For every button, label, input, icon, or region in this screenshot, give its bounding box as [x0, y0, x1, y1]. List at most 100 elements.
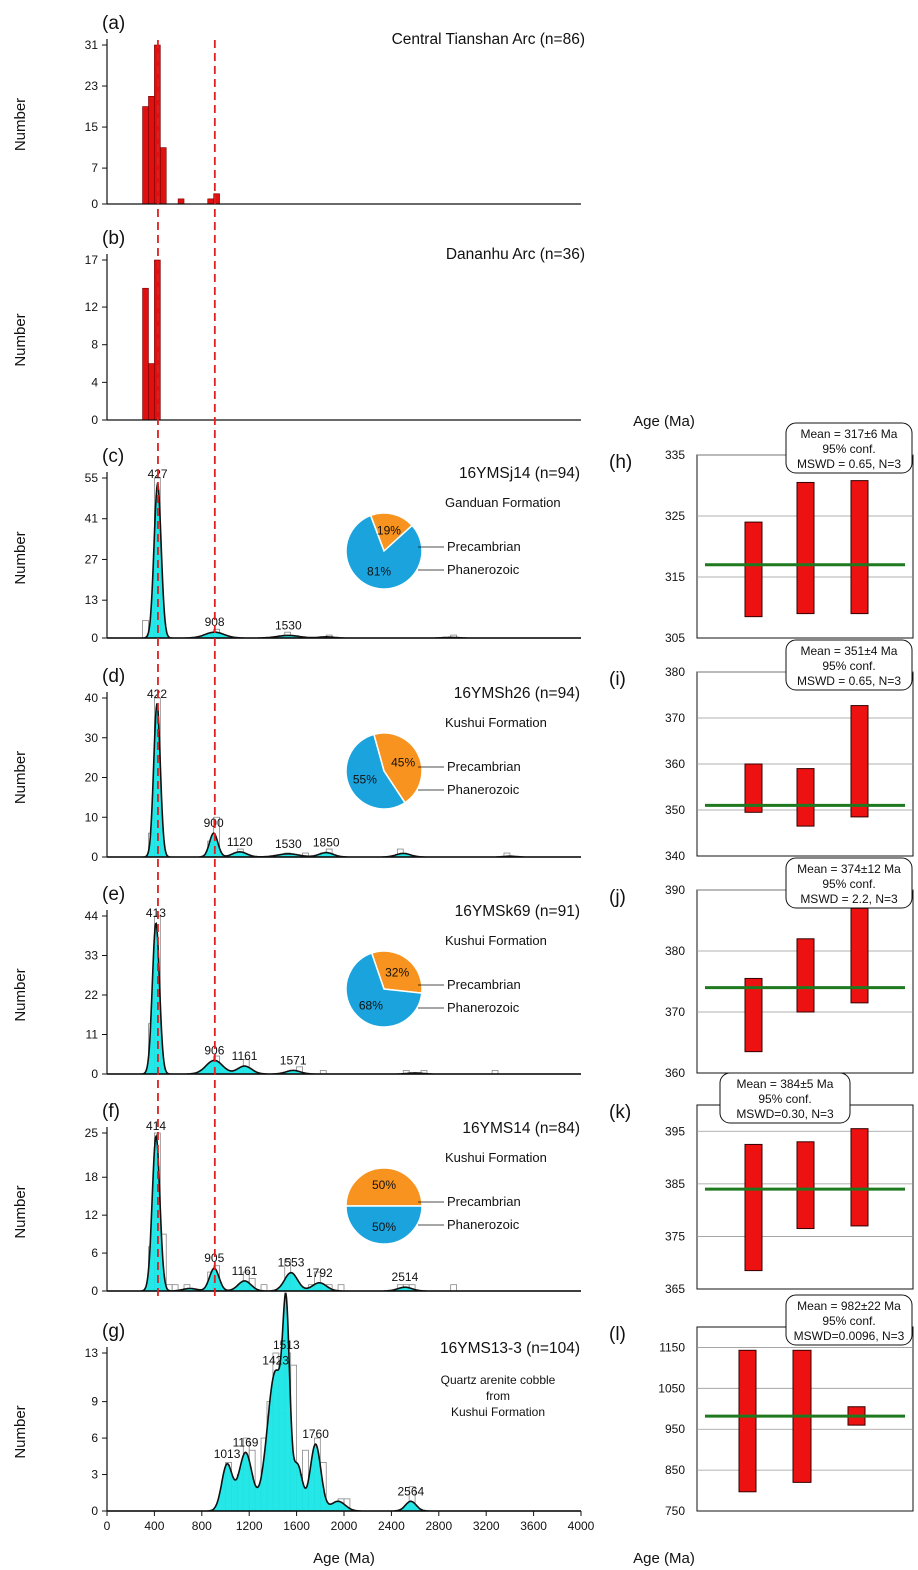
- pie-legend-precambrian: Precambrian: [447, 1194, 521, 1209]
- mean-box-line: MSWD=0.0096, N=3: [794, 1329, 905, 1343]
- peak-label: 1120: [227, 835, 253, 849]
- peak-label: 1423: [262, 1353, 289, 1367]
- histogram-bin: [450, 1284, 457, 1292]
- y-tick-label: 380: [665, 665, 685, 679]
- pie-slice-phanerozoic: [345, 1205, 423, 1245]
- age-error-bar: [744, 1143, 763, 1272]
- y-tick-label: 850: [665, 1463, 685, 1477]
- x-tick-label: 1600: [283, 1519, 310, 1533]
- y-tick-label: 0: [91, 1504, 98, 1518]
- y-tick-label: 0: [91, 197, 98, 211]
- right-axis-title-bottom: Age (Ma): [633, 1550, 695, 1567]
- pie-label-phanerozoic: 68%: [359, 998, 383, 1012]
- peak-label: 1530: [275, 618, 302, 632]
- panel-title: 16YMSk69 (n=91): [455, 903, 580, 920]
- y-tick-label: 15: [85, 120, 99, 134]
- mean-box-line: MSWD = 2.2, N=3: [800, 892, 898, 906]
- pie-label-precambrian: 32%: [385, 966, 409, 980]
- peak-label: 1161: [232, 1264, 258, 1278]
- mean-box: [719, 1072, 851, 1124]
- mean-box-line: MSWD = 0.65, N=3: [797, 674, 901, 688]
- pie-slice-precambrian: [370, 950, 423, 994]
- pie-legend-precambrian: Precambrian: [447, 759, 521, 774]
- panel-letter: (e): [102, 884, 125, 905]
- panel-c: 4279081530013274155Number(c)16YMSj14 (n=…: [12, 446, 581, 645]
- pie-formation-label: Kushui Formation: [445, 1150, 547, 1165]
- histogram-bar: [142, 106, 149, 205]
- right-axis-title-top: Age (Ma): [633, 413, 695, 430]
- y-tick-label: 370: [665, 711, 685, 725]
- y-tick-label: 375: [665, 1229, 685, 1243]
- y-tick-label: 380: [665, 944, 685, 958]
- peak-label: 900: [204, 816, 224, 830]
- y-tick-label: 6: [91, 1431, 98, 1445]
- y-tick-label: 17: [85, 253, 99, 267]
- pie-slice-precambrian: [372, 732, 423, 804]
- x-axis-title: Age (Ma): [313, 1550, 375, 1567]
- y-tick-label: 22: [85, 988, 99, 1002]
- panel-letter: (k): [609, 1102, 631, 1123]
- panel-title: 16YMS13-3 (n=104): [440, 1340, 580, 1357]
- age-error-bar: [796, 1141, 815, 1230]
- panel-b: 0 4 8 12 17 Number (b) Dananhu Arc (n=36): [12, 228, 585, 427]
- y-tick-label: 8: [91, 338, 98, 352]
- histogram-bar: [177, 198, 185, 205]
- x-tick-label: 1200: [236, 1519, 263, 1533]
- y-axis-label: Number: [12, 751, 29, 804]
- y-tick-label: 340: [665, 849, 685, 863]
- peak-label: 906: [204, 1043, 224, 1057]
- pie-slice-precambrian: [345, 1167, 423, 1207]
- peak-label: 2514: [392, 1270, 419, 1284]
- peak-label: 413: [146, 906, 166, 920]
- panel-letter: (b): [102, 228, 125, 249]
- x-tick-label: 0: [104, 1519, 111, 1533]
- y-tick-label: 325: [665, 509, 685, 523]
- mean-box: [785, 422, 913, 474]
- pie-label-precambrian: 50%: [372, 1178, 396, 1192]
- pie-slice-phanerozoic: [345, 733, 406, 810]
- y-tick-label: 1050: [658, 1381, 685, 1395]
- age-error-bar: [796, 481, 815, 615]
- peak-label: 1513: [273, 1338, 300, 1352]
- peak-label: 2564: [397, 1484, 424, 1498]
- y-tick-label: 0: [91, 631, 98, 645]
- y-tick-label: 40: [85, 691, 99, 705]
- peak-label: 1792: [306, 1266, 333, 1280]
- y-tick-label: 13: [85, 593, 99, 607]
- panel-title: Central Tianshan Arc (n=86): [392, 31, 585, 48]
- histogram-bar: [142, 287, 149, 421]
- peak-label: 1169: [233, 1435, 259, 1449]
- y-tick-label: 23: [85, 79, 99, 93]
- mean-box-line: Mean = 982±22 Ma: [797, 1299, 901, 1313]
- peak-label: 1161: [232, 1049, 258, 1063]
- y-tick-label: 360: [665, 1066, 685, 1080]
- y-tick-label: 315: [665, 570, 685, 584]
- y-tick-label: 365: [665, 1282, 685, 1296]
- y-tick-label: 360: [665, 757, 685, 771]
- pie-legend-phanerozoic: Phanerozoic: [447, 1217, 520, 1232]
- x-tick-label: 2000: [331, 1519, 358, 1533]
- y-axis-label: Number: [12, 1185, 29, 1238]
- panel-note-line: Kushui Formation: [451, 1405, 545, 1419]
- panel-letter: (d): [102, 666, 125, 687]
- y-axis-label: Number: [12, 531, 29, 584]
- y-axis-label: Number: [12, 968, 29, 1021]
- panel-e: 413 906 1161 1571 0 11 22 33 44 Number (e) 16YMSk69…: [12, 884, 581, 1081]
- y-tick-label: 390: [665, 883, 685, 897]
- mean-box-line: 95% conf.: [822, 659, 875, 673]
- y-tick-label: 750: [665, 1504, 685, 1518]
- pie-legend-precambrian: Precambrian: [447, 977, 521, 992]
- pie-legend-phanerozoic: Phanerozoic: [447, 782, 520, 797]
- y-tick-label: 31: [85, 38, 99, 52]
- x-tick-label: 3600: [520, 1519, 547, 1533]
- age-error-bar: [850, 480, 869, 615]
- pie-legend-phanerozoic: Phanerozoic: [447, 562, 520, 577]
- y-tick-label: 11: [86, 1028, 99, 1042]
- peak-label: 905: [204, 1251, 224, 1265]
